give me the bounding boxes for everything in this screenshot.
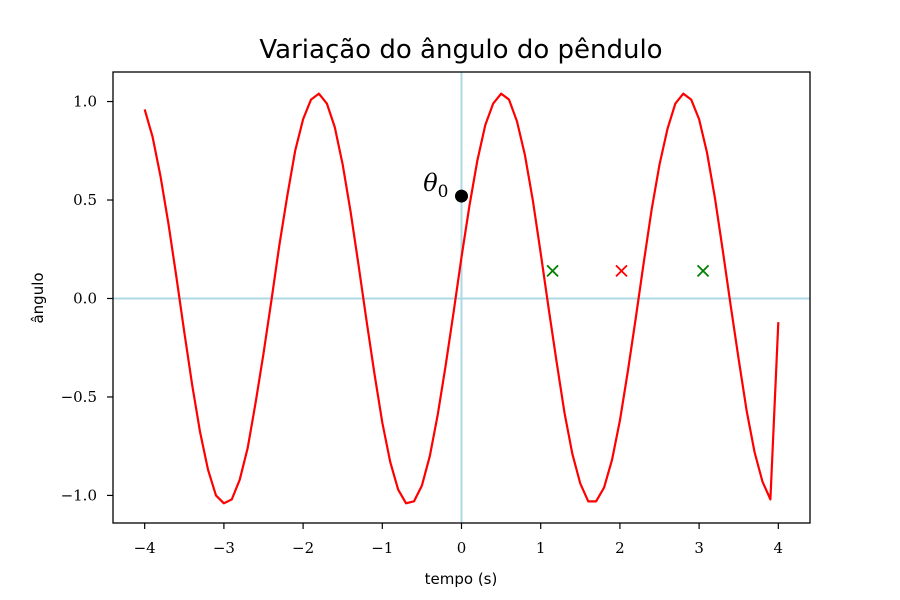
y-axis-label: ângulo [29,272,47,323]
x-tick-label: −1 [371,539,393,557]
theta0-annotation: θ0 [423,169,448,202]
plot-area: θ0 −4 −3 −2 −1 0 1 2 3 4 −1.0 −0.5 0.0 0.5 1.0 [61,71,811,557]
x-tick-label: −4 [134,539,156,557]
x-marker-2 [615,264,628,278]
x-marker-3 [696,264,710,278]
y-tick-label: −1.0 [61,486,97,504]
chart-title: Variação do ângulo do pêndulo [259,35,662,65]
x-tick-label: −2 [292,539,314,557]
x-tick-label: −3 [213,539,235,557]
y-tick-label: 0.0 [73,289,97,307]
x-tick-label: 3 [694,539,704,557]
y-tick-label: −0.5 [61,388,97,406]
x-tick-label: 1 [536,539,546,557]
series-line-0 [143,92,780,505]
x-tick-label: 0 [457,539,467,557]
theta0-point [455,189,468,203]
x-tick-label: 4 [774,539,784,557]
x-tick-label: 2 [615,539,625,557]
y-tick-label: 1.0 [73,93,97,111]
x-marker-1 [546,264,559,278]
y-tick-label: 0.5 [73,191,97,209]
x-axis-label: tempo (s) [425,570,498,588]
